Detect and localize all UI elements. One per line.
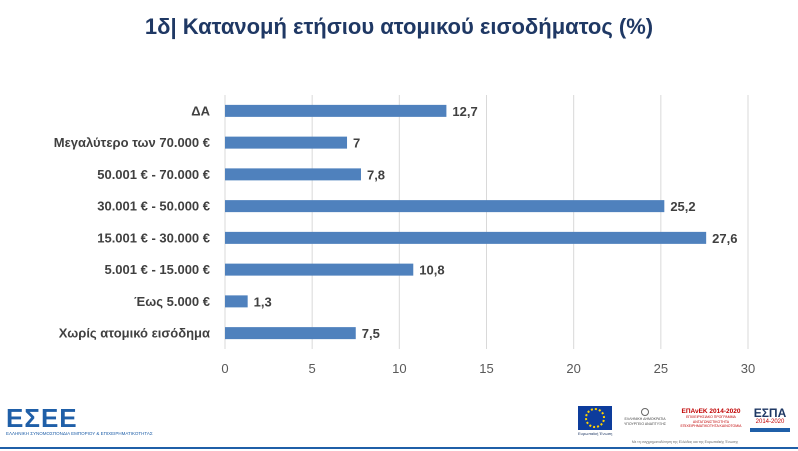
- cofunding-caption: Με τη συγχρηματοδότηση της Ελλάδας και τ…: [631, 440, 739, 444]
- epanek-title: ΕΠΑνΕΚ 2014-2020: [681, 408, 741, 415]
- bar: [225, 168, 361, 181]
- category-label: 30.001 € - 50.000 €: [97, 199, 210, 214]
- ministry-text: ΕΛΛΗΝΙΚΗ ΔΗΜΟΚΡΑΤΙΑ ΥΠΟΥΡΓΕΙΟ ΑΝΑΠΤΥΞΗΣ: [623, 417, 667, 426]
- epanek-subtitle: ΕΠΙΧΕΙΡΗΣΙΑΚΟ ΠΡΟΓΡΑΜΜΑ ΑΝΤΑΓΩΝΙΣΤΙΚΟΤΗΤ…: [680, 415, 742, 428]
- x-tick-label: 20: [566, 361, 580, 376]
- category-label: 5.001 € - 15.000 €: [104, 262, 210, 277]
- x-tick-label: 10: [392, 361, 406, 376]
- bar: [225, 295, 248, 308]
- category-label: ΔΑ: [191, 103, 210, 118]
- category-label: Μεγαλύτερο των 70.000 €: [54, 135, 210, 150]
- ministry-logo: ΕΛΛΗΝΙΚΗ ΔΗΜΟΚΡΑΤΙΑ ΥΠΟΥΡΓΕΙΟ ΑΝΑΠΤΥΞΗΣ: [620, 408, 670, 438]
- value-label: 27,6: [712, 231, 737, 246]
- epanek-logo: ΕΠΑνΕΚ 2014-2020 ΕΠΙΧΕΙΡΗΣΙΑΚΟ ΠΡΟΓΡΑΜΜΑ…: [678, 408, 744, 438]
- bar: [225, 136, 348, 149]
- x-tick-label: 25: [654, 361, 668, 376]
- footer-divider: [0, 447, 798, 449]
- value-label: 7,5: [362, 326, 380, 341]
- value-label: 12,7: [452, 104, 477, 119]
- gridlines: [224, 95, 749, 349]
- x-tick-label: 5: [309, 361, 316, 376]
- x-tick-labels: 0 5 10 15 20 25 30: [221, 361, 755, 376]
- eu-flag-icon: [578, 406, 612, 430]
- x-tick-label: 15: [479, 361, 493, 376]
- bar-chart: ΔΑ Μεγαλύτερο των 70.000 € 50.001 € - 70.0…: [54, 95, 755, 376]
- bars: [225, 104, 707, 340]
- bar: [225, 200, 665, 213]
- espa-stripe: [750, 428, 790, 432]
- logo-subtitle: ΕΛΛΗΝΙΚΗ ΣΥΝΟΜΟΣΠΟΝΔΙΑ ΕΜΠΟΡΙΟΥ & ΕΠΙΧΕΙ…: [6, 431, 153, 436]
- category-labels: ΔΑ Μεγαλύτερο των 70.000 € 50.001 € - 70.0…: [54, 103, 211, 340]
- esee-logo: ΕΣΕΕ ΕΛΛΗΝΙΚΗ ΣΥΝΟΜΟΣΠΟΝΔΙΑ ΕΜΠΟΡΙΟΥ & Ε…: [6, 403, 153, 436]
- x-tick-label: 30: [741, 361, 755, 376]
- bar: [225, 231, 707, 244]
- espa-logo: ΕΣΠΑ 2014-2020: [748, 407, 792, 437]
- bar: [225, 263, 414, 276]
- category-label: Χωρίς ατομικό εισόδημα: [59, 326, 210, 341]
- x-tick-label: 0: [221, 361, 228, 376]
- value-label: 7,8: [367, 167, 385, 182]
- espa-title: ΕΣΠΑ: [753, 406, 787, 420]
- category-label: 15.001 € - 30.000 €: [97, 230, 210, 245]
- chart-title: 1δ| Κατανομή ετήσιου ατομικού εισοδήματο…: [144, 14, 654, 39]
- espa-years: 2014-2020: [755, 419, 785, 425]
- value-label: 10,8: [419, 263, 444, 278]
- greek-emblem-icon: [641, 408, 649, 416]
- bar: [225, 104, 447, 117]
- value-label: 7: [353, 136, 360, 151]
- bar: [225, 327, 356, 340]
- logo-text: ΕΣΕΕ: [6, 403, 78, 433]
- funding-logos: Ευρωπαϊκή Ένωση ΕΛΛΗΝΙΚΗ ΔΗΜΟΚΡΑΤΙΑ ΥΠΟΥ…: [578, 406, 792, 444]
- value-label: 25,2: [670, 199, 695, 214]
- value-label: 1,3: [254, 294, 272, 309]
- eu-stars-icon: [585, 408, 605, 428]
- eu-caption: Ευρωπαϊκή Ένωση: [578, 431, 613, 436]
- value-labels: 12,7 7 7,8 25,2 27,6 10,8 1,3 7,5: [254, 104, 738, 341]
- category-label: 50.001 € - 70.000 €: [97, 167, 210, 182]
- category-label: Έως 5.000 €: [134, 294, 210, 309]
